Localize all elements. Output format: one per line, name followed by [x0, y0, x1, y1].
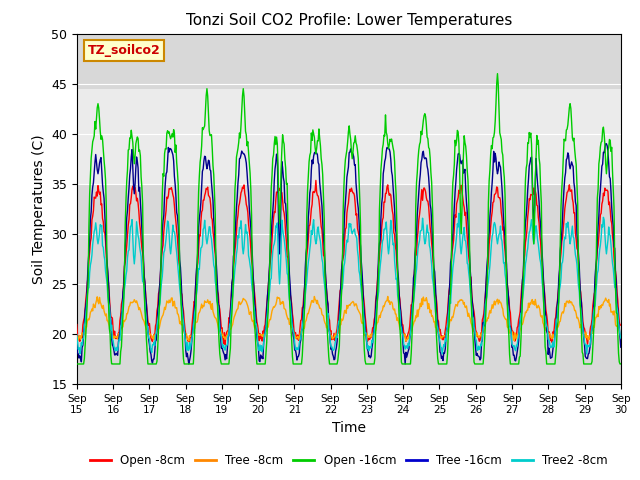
Title: Tonzi Soil CO2 Profile: Lower Temperatures: Tonzi Soil CO2 Profile: Lower Temperatur…: [186, 13, 512, 28]
Legend: Open -8cm, Tree -8cm, Open -16cm, Tree -16cm, Tree2 -8cm: Open -8cm, Tree -8cm, Open -16cm, Tree -…: [85, 449, 612, 472]
Y-axis label: Soil Temperatures (C): Soil Temperatures (C): [31, 134, 45, 284]
X-axis label: Time: Time: [332, 421, 366, 435]
Text: TZ_soilco2: TZ_soilco2: [88, 44, 161, 57]
Bar: [77, 89, 621, 184]
